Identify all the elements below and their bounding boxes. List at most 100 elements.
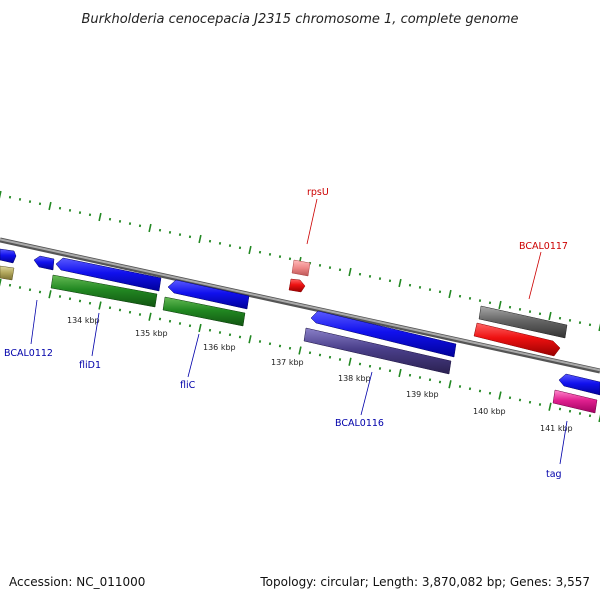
outer-tick [198, 234, 202, 244]
inner-tick [238, 335, 242, 339]
inner-tick [448, 380, 452, 389]
gene-label-tag[interactable]: tag [546, 469, 562, 480]
inner-tick [128, 310, 132, 314]
inner-tick [568, 409, 572, 413]
inner-tick [168, 319, 172, 323]
inner-tick [518, 398, 522, 402]
inner-tick [228, 333, 232, 337]
gene-arrow-BCAL0117[interactable] [473, 322, 561, 357]
gene-box-misc[interactable] [0, 265, 15, 281]
outer-tick [498, 300, 502, 310]
outer-tick [378, 277, 382, 280]
label-leader-lines [30, 198, 568, 465]
outer-tick [538, 312, 542, 316]
outer-tick [98, 212, 102, 222]
inner-tick [148, 312, 152, 321]
outer-tick [408, 283, 412, 287]
gene-label-BCAL0117[interactable]: BCAL0117 [519, 241, 568, 252]
map-title: Burkholderia cenocepacia J2315 chromosom… [81, 12, 518, 27]
gene-label-fliD1[interactable]: fliD1 [79, 360, 101, 371]
inner-tick [268, 342, 272, 346]
gene-arrow-rpsU[interactable] [288, 278, 306, 293]
outer-tick [468, 297, 472, 300]
gene-box-rpsU[interactable] [291, 259, 311, 277]
outer-tick [248, 245, 252, 255]
accession-text: Accession: NC_011000 [9, 575, 145, 589]
gene-arrow-fliD1[interactable] [55, 257, 162, 292]
gene-arrow-cds[interactable] [0, 248, 17, 264]
gene-label-rpsU[interactable]: rpsU [307, 187, 329, 198]
outer-tick [488, 301, 492, 305]
outer-tick [318, 264, 322, 267]
outer-tick [258, 250, 262, 254]
outer-tick-ring [0, 190, 600, 332]
outer-tick [168, 231, 172, 234]
inner-tick [408, 373, 412, 377]
inner-tick [398, 368, 402, 378]
inner-tick [258, 340, 262, 343]
gene-box-BCAL0116[interactable] [303, 327, 452, 375]
gene-labels: rpsU BCAL0117 BCAL0112 fliD1 fliC BCAL01… [4, 187, 568, 480]
outer-tick [448, 289, 452, 299]
gene-arrow-fliC[interactable] [167, 279, 250, 310]
outer-tick [218, 242, 222, 245]
inner-tick [438, 380, 442, 384]
outer-tick [548, 311, 552, 321]
outer-tick [108, 217, 112, 221]
inner-tick [38, 290, 42, 294]
inner-tick [598, 414, 600, 423]
gene-box-tag[interactable] [552, 389, 598, 414]
inner-tick [218, 331, 222, 334]
gene-box-BCAL0117[interactable] [478, 305, 568, 339]
outer-tick [58, 206, 62, 210]
genome-summary-text: Topology: circular; Length: 3,870,082 bp… [259, 575, 590, 589]
inner-tick [28, 288, 32, 292]
inner-tick [88, 301, 92, 305]
outer-tick [438, 290, 442, 294]
inner-tick [18, 286, 22, 289]
inner-tick [538, 403, 542, 406]
inner-tick [278, 344, 282, 348]
inner-tick [118, 308, 122, 312]
gene-arrow-tag[interactable] [558, 373, 600, 396]
outer-tick [128, 222, 132, 225]
gene-label-BCAL0116[interactable]: BCAL0116 [335, 418, 384, 429]
inner-tick [138, 313, 142, 316]
outer-tick [88, 213, 92, 217]
outer-tick [568, 319, 572, 322]
inner-tick [528, 400, 532, 404]
outer-tick [8, 195, 12, 199]
scale-label: 136 kbp [203, 343, 236, 352]
scale-label: 135 kbp [135, 329, 168, 338]
outer-tick [428, 288, 432, 291]
outer-tick [178, 233, 182, 236]
outer-tick [28, 200, 32, 203]
outer-tick [578, 321, 582, 324]
gene-label-BCAL0112[interactable]: BCAL0112 [4, 348, 53, 359]
gene-arrow-cds[interactable] [33, 255, 55, 271]
outer-tick [208, 239, 212, 243]
gene-label-fliC[interactable]: fliC [180, 380, 196, 391]
outer-tick [558, 316, 562, 320]
scale-label: 139 kbp [406, 390, 439, 399]
outer-tick [48, 201, 52, 211]
outer-tick [0, 190, 2, 199]
gene-box-fliC[interactable] [162, 296, 246, 327]
scale-label: 140 kbp [473, 407, 506, 416]
inner-tick [468, 387, 472, 391]
gene-arrow-BCAL0116[interactable] [310, 310, 457, 358]
outer-tick [478, 299, 482, 302]
genome-backbone [0, 237, 600, 374]
inner-tick [328, 355, 332, 359]
inner-tick [338, 358, 342, 361]
outer-tick [278, 255, 282, 258]
outer-tick [348, 267, 352, 277]
outer-tick [458, 294, 462, 298]
inner-tick [488, 391, 492, 395]
gene-box-fliD1[interactable] [50, 274, 158, 308]
inner-tick [368, 364, 372, 368]
inner-tick [588, 414, 592, 418]
inner-tick [578, 412, 582, 415]
outer-tick [118, 220, 122, 223]
